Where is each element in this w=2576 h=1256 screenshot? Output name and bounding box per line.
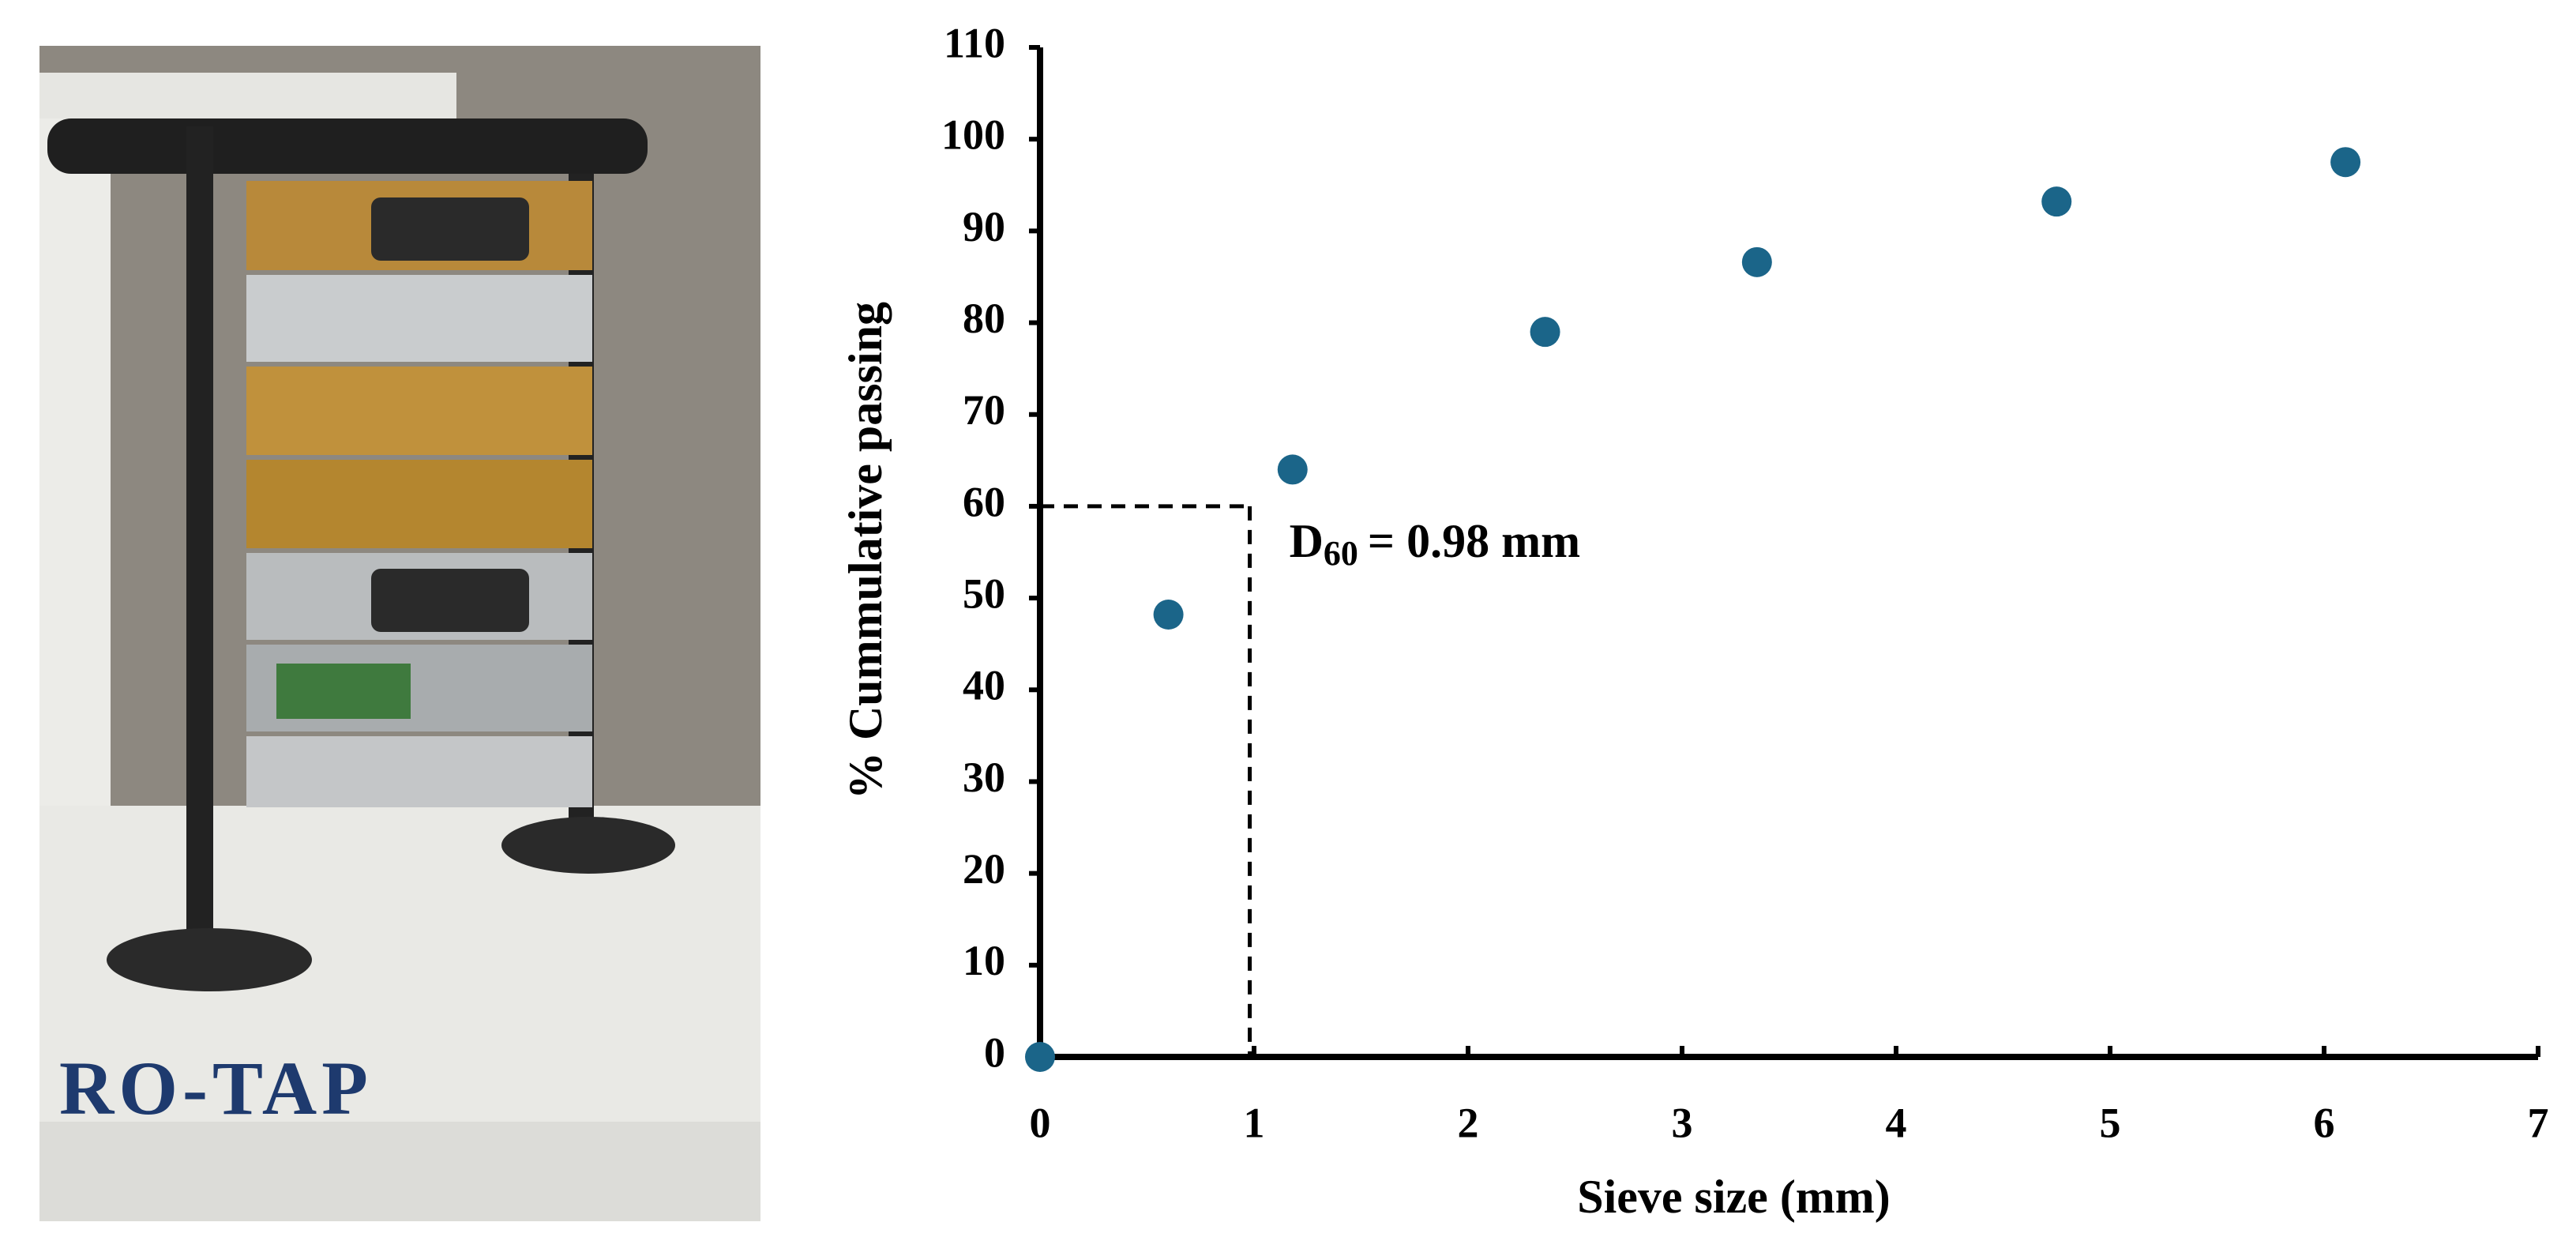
sieve <box>246 275 592 362</box>
x-tick-label: 1 <box>1244 1099 1265 1146</box>
y-tick-label: 100 <box>941 111 1005 159</box>
x-tick-label: 6 <box>2314 1099 2335 1146</box>
y-tick-label: 40 <box>963 662 1005 709</box>
y-axis-title: % Cummulative passing <box>839 302 892 799</box>
y-tick-label: 70 <box>963 386 1005 434</box>
sieve-badge <box>276 664 411 719</box>
foot <box>501 817 675 874</box>
y-tick-label: 20 <box>963 845 1005 893</box>
x-tick-label: 3 <box>1672 1099 1693 1146</box>
x-tick-label: 2 <box>1458 1099 1479 1146</box>
sieve <box>246 367 592 455</box>
sieve <box>246 736 592 807</box>
data-point <box>1530 317 1560 348</box>
y-tick-label: 80 <box>963 295 1005 342</box>
annotation: D60 = 0.98 mm <box>1290 515 1581 573</box>
frame-rod <box>186 126 213 948</box>
x-tick-label: 4 <box>1886 1099 1907 1146</box>
data-point <box>1025 1042 1055 1072</box>
y-tick-label: 110 <box>944 19 1005 66</box>
data-point <box>1153 600 1184 630</box>
machine-top <box>39 73 456 120</box>
y-tick-label: 10 <box>963 937 1005 984</box>
sieve-badge <box>371 197 529 261</box>
x-axis-title: Sieve size (mm) <box>1577 1171 1891 1223</box>
photo-label: RO-TAP <box>59 1046 373 1130</box>
machine-front <box>39 1122 760 1221</box>
data-point <box>1741 246 1772 277</box>
y-tick-label: 90 <box>963 203 1005 250</box>
annotation-part: D <box>1290 515 1324 567</box>
annotation-part: = 0.98 mm <box>1368 515 1580 567</box>
sieve-badge <box>371 569 529 632</box>
sieve <box>246 460 592 548</box>
data-point <box>2330 147 2361 178</box>
photo: RO-TAP <box>39 46 760 1221</box>
y-tick-label: 60 <box>963 478 1005 525</box>
data-point <box>1277 454 1308 485</box>
x-tick-label: 0 <box>1030 1099 1051 1146</box>
machine-post <box>39 118 111 908</box>
lid <box>47 118 648 174</box>
x-tick-label: 5 <box>2100 1099 2121 1146</box>
foot <box>107 928 312 991</box>
y-tick-label: 0 <box>984 1028 1005 1076</box>
y-tick-label: 30 <box>963 754 1005 801</box>
y-tick-label: 50 <box>963 570 1005 617</box>
x-tick-label: 7 <box>2528 1099 2549 1146</box>
data-point <box>2041 186 2072 217</box>
annotation-part: 60 <box>1324 534 1358 573</box>
